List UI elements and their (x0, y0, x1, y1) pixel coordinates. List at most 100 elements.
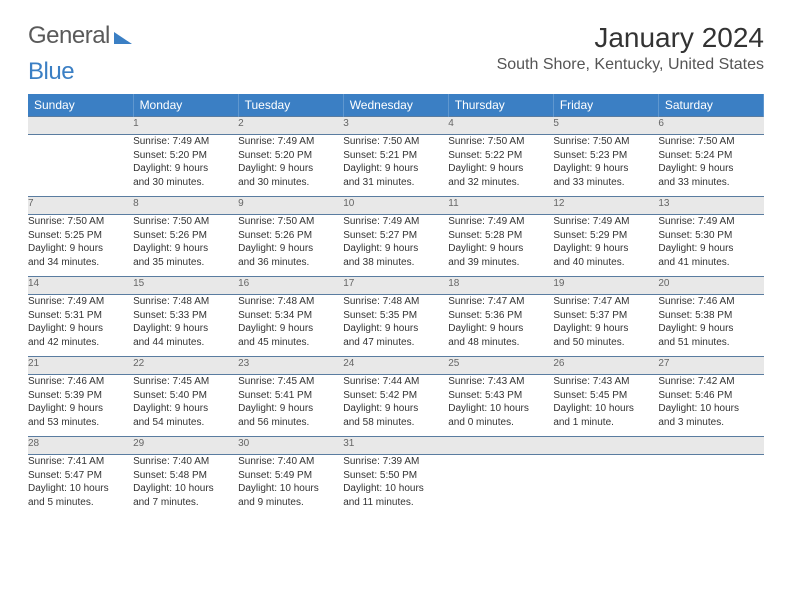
sunrise-text: Sunrise: 7:40 AM (133, 455, 238, 469)
daynum-row: 28293031 (28, 437, 764, 455)
daylight-text: and 44 minutes. (133, 336, 238, 350)
sunset-text: Sunset: 5:42 PM (343, 389, 448, 403)
daylight-text: Daylight: 9 hours (28, 402, 133, 416)
dow-sunday: Sunday (28, 94, 133, 117)
sunrise-text: Sunrise: 7:50 AM (28, 215, 133, 229)
daylight-text: Daylight: 9 hours (553, 322, 658, 336)
daylight-text: and 7 minutes. (133, 496, 238, 510)
daylight-text: and 1 minute. (553, 416, 658, 430)
daylight-text: and 35 minutes. (133, 256, 238, 270)
daylight-text: Daylight: 9 hours (553, 162, 658, 176)
day-number-cell: 8 (133, 197, 238, 215)
day-number-cell: 3 (343, 117, 448, 135)
day-number-cell (28, 117, 133, 135)
daylight-text: and 34 minutes. (28, 256, 133, 270)
day-number-cell: 12 (553, 197, 658, 215)
daylight-text: and 56 minutes. (238, 416, 343, 430)
day-detail-cell: Sunrise: 7:49 AMSunset: 5:30 PMDaylight:… (658, 215, 763, 277)
day-number-cell: 25 (448, 357, 553, 375)
daylight-text: and 53 minutes. (28, 416, 133, 430)
day-number-cell: 1 (133, 117, 238, 135)
daylight-text: Daylight: 10 hours (448, 402, 553, 416)
day-detail-cell: Sunrise: 7:49 AMSunset: 5:31 PMDaylight:… (28, 295, 133, 357)
sunset-text: Sunset: 5:26 PM (238, 229, 343, 243)
day-detail-cell: Sunrise: 7:50 AMSunset: 5:25 PMDaylight:… (28, 215, 133, 277)
sunset-text: Sunset: 5:41 PM (238, 389, 343, 403)
detail-row: Sunrise: 7:49 AMSunset: 5:31 PMDaylight:… (28, 295, 764, 357)
daylight-text: Daylight: 10 hours (343, 482, 448, 496)
day-detail-cell: Sunrise: 7:48 AMSunset: 5:35 PMDaylight:… (343, 295, 448, 357)
day-number-cell: 19 (553, 277, 658, 295)
day-detail-cell: Sunrise: 7:46 AMSunset: 5:38 PMDaylight:… (658, 295, 763, 357)
day-detail-cell (553, 455, 658, 517)
dow-thursday: Thursday (448, 94, 553, 117)
day-number-cell: 29 (133, 437, 238, 455)
sunset-text: Sunset: 5:25 PM (28, 229, 133, 243)
sunrise-text: Sunrise: 7:50 AM (553, 135, 658, 149)
day-number-cell: 10 (343, 197, 448, 215)
day-number-cell: 22 (133, 357, 238, 375)
daylight-text: and 38 minutes. (343, 256, 448, 270)
sunrise-text: Sunrise: 7:49 AM (343, 215, 448, 229)
daylight-text: Daylight: 9 hours (343, 322, 448, 336)
daylight-text: Daylight: 9 hours (343, 162, 448, 176)
day-detail-cell: Sunrise: 7:47 AMSunset: 5:37 PMDaylight:… (553, 295, 658, 357)
day-detail-cell: Sunrise: 7:41 AMSunset: 5:47 PMDaylight:… (28, 455, 133, 517)
daylight-text: Daylight: 10 hours (133, 482, 238, 496)
daylight-text: Daylight: 9 hours (658, 242, 763, 256)
daylight-text: Daylight: 10 hours (28, 482, 133, 496)
daylight-text: Daylight: 9 hours (133, 162, 238, 176)
daylight-text: Daylight: 9 hours (343, 242, 448, 256)
day-number-cell (553, 437, 658, 455)
sunrise-text: Sunrise: 7:46 AM (28, 375, 133, 389)
day-number-cell: 18 (448, 277, 553, 295)
sunset-text: Sunset: 5:27 PM (343, 229, 448, 243)
day-detail-cell: Sunrise: 7:39 AMSunset: 5:50 PMDaylight:… (343, 455, 448, 517)
sunset-text: Sunset: 5:33 PM (133, 309, 238, 323)
sunrise-text: Sunrise: 7:43 AM (448, 375, 553, 389)
daylight-text: and 9 minutes. (238, 496, 343, 510)
sunrise-text: Sunrise: 7:48 AM (238, 295, 343, 309)
daylight-text: and 3 minutes. (658, 416, 763, 430)
sunrise-text: Sunrise: 7:47 AM (448, 295, 553, 309)
logo: General (28, 22, 134, 50)
sunset-text: Sunset: 5:23 PM (553, 149, 658, 163)
dow-wednesday: Wednesday (343, 94, 448, 117)
day-number-cell: 14 (28, 277, 133, 295)
day-detail-cell: Sunrise: 7:49 AMSunset: 5:20 PMDaylight:… (133, 135, 238, 197)
day-number-cell: 7 (28, 197, 133, 215)
sunset-text: Sunset: 5:31 PM (28, 309, 133, 323)
daylight-text: Daylight: 10 hours (553, 402, 658, 416)
sunset-text: Sunset: 5:26 PM (133, 229, 238, 243)
day-detail-cell: Sunrise: 7:40 AMSunset: 5:49 PMDaylight:… (238, 455, 343, 517)
sunrise-text: Sunrise: 7:42 AM (658, 375, 763, 389)
daylight-text: Daylight: 9 hours (238, 162, 343, 176)
day-number-cell (448, 437, 553, 455)
daylight-text: and 33 minutes. (658, 176, 763, 190)
day-detail-cell: Sunrise: 7:50 AMSunset: 5:26 PMDaylight:… (133, 215, 238, 277)
daynum-row: 14151617181920 (28, 277, 764, 295)
day-detail-cell: Sunrise: 7:50 AMSunset: 5:21 PMDaylight:… (343, 135, 448, 197)
sunset-text: Sunset: 5:21 PM (343, 149, 448, 163)
day-number-cell: 13 (658, 197, 763, 215)
sunset-text: Sunset: 5:20 PM (133, 149, 238, 163)
day-detail-cell: Sunrise: 7:49 AMSunset: 5:20 PMDaylight:… (238, 135, 343, 197)
day-detail-cell: Sunrise: 7:48 AMSunset: 5:33 PMDaylight:… (133, 295, 238, 357)
sunset-text: Sunset: 5:38 PM (658, 309, 763, 323)
day-detail-cell: Sunrise: 7:50 AMSunset: 5:22 PMDaylight:… (448, 135, 553, 197)
day-number-cell: 16 (238, 277, 343, 295)
day-number-cell: 2 (238, 117, 343, 135)
day-number-cell: 11 (448, 197, 553, 215)
daylight-text: and 51 minutes. (658, 336, 763, 350)
day-detail-cell: Sunrise: 7:47 AMSunset: 5:36 PMDaylight:… (448, 295, 553, 357)
day-detail-cell: Sunrise: 7:45 AMSunset: 5:40 PMDaylight:… (133, 375, 238, 437)
daylight-text: Daylight: 10 hours (658, 402, 763, 416)
daylight-text: Daylight: 9 hours (448, 162, 553, 176)
sunset-text: Sunset: 5:43 PM (448, 389, 553, 403)
daynum-row: 123456 (28, 117, 764, 135)
logo-part2: Blue (28, 58, 74, 86)
month-title: January 2024 (497, 22, 764, 54)
sunrise-text: Sunrise: 7:49 AM (238, 135, 343, 149)
daylight-text: Daylight: 9 hours (448, 242, 553, 256)
sunrise-text: Sunrise: 7:50 AM (658, 135, 763, 149)
